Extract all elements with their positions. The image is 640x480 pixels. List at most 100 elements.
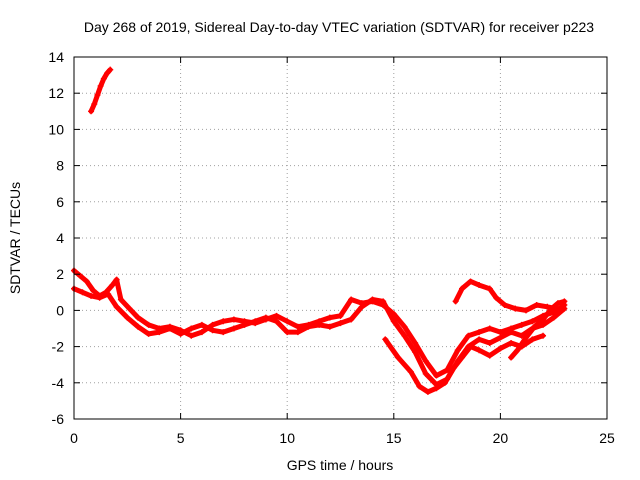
data-point [273, 318, 280, 325]
data-point [262, 314, 269, 321]
data-point [540, 332, 547, 339]
data-point [424, 388, 431, 395]
data-point [316, 321, 323, 328]
data-point [198, 321, 205, 328]
data-point [348, 296, 355, 303]
data-point [450, 365, 457, 372]
data-point [444, 367, 451, 374]
data-point [284, 329, 291, 336]
data-point [369, 296, 376, 303]
data-point [529, 336, 536, 343]
data-point [294, 329, 301, 336]
data-point [493, 294, 500, 301]
series-tail-cluster [508, 298, 568, 361]
series-line [508, 298, 567, 360]
data-point [273, 312, 280, 319]
tick-marks [73, 56, 608, 420]
data-point [117, 296, 124, 303]
data-point [401, 332, 408, 339]
data-point [209, 321, 216, 328]
data-point [382, 336, 389, 343]
data-layer [71, 66, 568, 395]
data-point [518, 321, 525, 328]
y-tick-label: 14 [48, 49, 64, 65]
data-point [531, 323, 538, 330]
data-point [294, 323, 301, 330]
data-point [433, 372, 440, 379]
x-tick-label: 25 [599, 430, 615, 446]
data-point [407, 368, 414, 375]
data-point [476, 347, 483, 354]
x-tick-label: 5 [177, 430, 185, 446]
data-point [486, 285, 493, 292]
series-main-trace-b [71, 285, 568, 388]
data-point [497, 334, 504, 341]
data-point [94, 92, 101, 99]
series-early-high-arc [88, 66, 114, 115]
x-tick-label: 0 [70, 430, 78, 446]
x-axis-label: GPS time / hours [287, 457, 394, 473]
data-point [88, 292, 95, 299]
y-tick-label: 4 [56, 230, 64, 246]
data-point [113, 303, 120, 310]
data-point [512, 305, 519, 312]
data-point [486, 325, 493, 332]
data-point [337, 312, 344, 319]
data-point [476, 282, 483, 289]
data-point [113, 276, 120, 283]
data-point [124, 314, 131, 321]
data-point [422, 370, 429, 377]
data-point [454, 347, 461, 354]
data-point [104, 70, 111, 77]
data-point [544, 303, 551, 310]
data-point [540, 316, 547, 323]
data-point [459, 285, 466, 292]
data-point [97, 82, 104, 89]
data-point [550, 314, 557, 321]
y-tick-label: 10 [48, 121, 64, 137]
data-point [337, 320, 344, 327]
data-point [476, 329, 483, 336]
data-point [465, 332, 472, 339]
data-point [284, 318, 291, 325]
y-tick-label: -6 [52, 411, 65, 427]
data-point [497, 345, 504, 352]
data-point [305, 323, 312, 330]
data-point [220, 329, 227, 336]
data-point [433, 385, 440, 392]
y-axis-label: SDTVAR / TECUs [7, 182, 23, 294]
plot-frame [73, 56, 608, 420]
data-point [380, 298, 387, 305]
data-point [518, 332, 525, 339]
grid-lines [74, 57, 607, 419]
data-point [100, 75, 107, 82]
data-point [188, 325, 195, 332]
data-point [508, 354, 515, 361]
y-tick-label: -4 [52, 375, 65, 391]
data-point [83, 278, 90, 285]
y-tick-label: -2 [52, 339, 65, 355]
data-point [88, 108, 95, 115]
data-point [395, 354, 402, 361]
y-tick-label: 0 [56, 302, 64, 318]
x-tick-label: 10 [279, 430, 295, 446]
data-point [486, 339, 493, 346]
data-point [198, 329, 205, 336]
data-point [177, 330, 184, 337]
data-point [109, 282, 116, 289]
data-point [416, 383, 423, 390]
data-point [501, 301, 508, 308]
x-tick-label: 20 [493, 430, 509, 446]
data-point [486, 352, 493, 359]
data-point [358, 303, 365, 310]
data-point [401, 323, 408, 330]
data-point [533, 301, 540, 308]
data-point [508, 339, 515, 346]
data-point [105, 291, 112, 298]
data-point [540, 321, 547, 328]
data-point [230, 325, 237, 332]
data-point [529, 318, 536, 325]
data-point [241, 321, 248, 328]
data-point [412, 349, 419, 356]
